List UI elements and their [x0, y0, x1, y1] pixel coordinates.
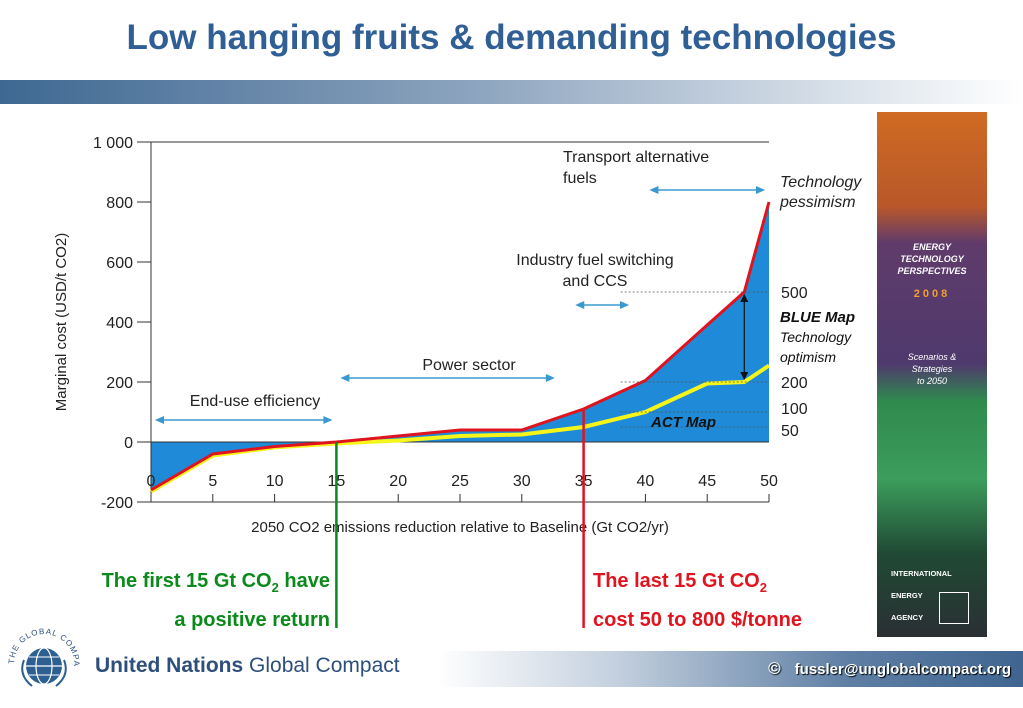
y-tick-label: 200 [106, 375, 133, 392]
red-note: The last 15 Gt CO2 cost 50 to 800 $/tonn… [593, 565, 883, 636]
cover-line3: PERSPECTIVES [897, 266, 967, 276]
x-tick-label: 30 [513, 473, 531, 490]
cover-sub3: to 2050 [916, 376, 948, 386]
red-note-sub: 2 [759, 580, 767, 595]
end_use-arrow-head-right [323, 416, 333, 424]
cover-iea2: ENERGY [891, 591, 923, 600]
blue-map-sub-label: Technology [780, 329, 852, 345]
green-note-sub: 2 [271, 580, 279, 595]
blue-map-label: BLUE Map [780, 309, 855, 326]
green-note-line1: The first 15 Gt CO [101, 570, 272, 592]
act-map-label: ACT Map [650, 414, 716, 431]
un-text-bold: United Nations [95, 654, 244, 677]
pessimism2-label: pessimism [779, 194, 856, 211]
right-tick-label: 50 [781, 423, 799, 440]
iea-logo-icon [939, 592, 969, 624]
title-bar [0, 80, 1023, 104]
un-global-compact-wordmark: United Nations Global Compact [95, 654, 400, 678]
un-text-light: Global Compact [249, 654, 400, 677]
end_use-annotation-label: End-use efficiency [190, 393, 320, 410]
power-annotation-label: Power sector [422, 357, 516, 374]
arrow-head-down [740, 372, 749, 380]
x-tick-label: 0 [147, 473, 156, 490]
y-tick-label: -200 [101, 495, 133, 512]
x-axis-label: 2050 CO2 emissions reduction relative to… [251, 519, 669, 536]
x-tick-label: 10 [266, 473, 284, 490]
y-tick-label: 400 [106, 315, 133, 332]
x-tick-label: 40 [637, 473, 655, 490]
footer-bar: © fussler@unglobalcompact.org [437, 651, 1023, 687]
cover-sub2: Strategies [911, 364, 953, 374]
slide-title: Low hanging fruits & demanding technolog… [126, 18, 897, 57]
report-cover-image: ENERGY TECHNOLOGY PERSPECTIVES 2008 Scen… [877, 112, 987, 637]
cover-line1: ENERGY [912, 242, 951, 252]
area-fill-act [151, 365, 769, 492]
footer-email[interactable]: fussler@unglobalcompact.org [794, 661, 1011, 678]
x-tick-label: 50 [760, 473, 778, 490]
green-note-line1-end: have [278, 570, 330, 592]
y-tick-label: 1 000 [93, 135, 133, 152]
series-line-blue-map [150, 201, 771, 492]
y-axis-label: Marginal cost (USD/t CO2) [53, 233, 70, 411]
power-arrow-head-right [545, 374, 555, 382]
pessimism-label: Technology [780, 174, 862, 191]
end_use-arrow-head-left [155, 416, 164, 424]
red-note-line1: The last 15 Gt CO [593, 570, 760, 592]
copyright-symbol: © [768, 659, 781, 678]
y-tick-label: 800 [106, 195, 133, 212]
transport-arrow-head-left [649, 186, 659, 194]
cover-year: 2008 [913, 288, 951, 300]
industry-arrow-head-left [575, 301, 585, 309]
x-tick-label: 25 [451, 473, 469, 490]
cover-iea1: INTERNATIONAL [891, 569, 952, 578]
x-tick-label: 45 [698, 473, 716, 490]
transport-annotation-label: fuels [563, 170, 597, 187]
industry-annotation-label: Industry fuel switching [516, 252, 673, 269]
cover-iea3: AGENCY [891, 613, 924, 622]
cover-line2: TECHNOLOGY [900, 254, 964, 264]
x-tick-label: 20 [389, 473, 407, 490]
green-note-line2: a positive return [174, 609, 330, 631]
right-tick-label: 500 [781, 285, 808, 302]
red-note-line2: cost 50 to 800 $/tonne [593, 609, 802, 631]
footer-contact: © fussler@unglobalcompact.org [768, 659, 1011, 679]
transport-arrow-head-right [756, 186, 765, 194]
right-tick-label: 200 [781, 375, 808, 392]
y-tick-label: 600 [106, 255, 133, 272]
industry-arrow-head-right [620, 301, 630, 309]
x-tick-label: 5 [208, 473, 217, 490]
transport-annotation-label: Transport alternative [563, 149, 709, 166]
right-tick-label: 100 [781, 401, 808, 418]
y-tick-label: 0 [124, 435, 133, 452]
blue-map-sub2-label: optimism [780, 349, 836, 365]
global-compact-logo-icon: THE GLOBAL COMPACT [4, 620, 80, 687]
cover-sub1: Scenarios & [907, 352, 957, 362]
power-arrow-head-left [340, 374, 350, 382]
industry-annotation-label: and CCS [563, 273, 628, 290]
green-note: The first 15 Gt CO2 have a positive retu… [20, 565, 330, 636]
arrow-head-up [740, 294, 749, 302]
